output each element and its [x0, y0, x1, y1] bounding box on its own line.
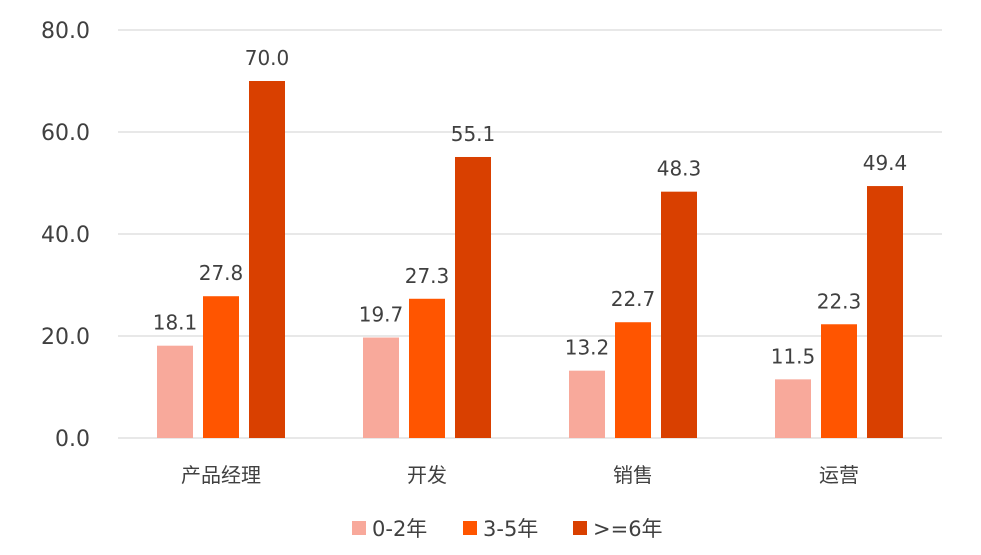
y-tick-label: 60.0 [41, 121, 90, 146]
bars [157, 81, 903, 439]
bar [363, 337, 399, 438]
x-category-label: 产品经理 [181, 463, 261, 487]
bar-data-label: 18.1 [153, 311, 198, 335]
bar-data-label: 22.7 [611, 287, 656, 311]
x-category-label: 销售 [613, 463, 653, 487]
bar-data-label: 70.0 [245, 46, 290, 70]
y-tick-label: 0.0 [55, 427, 90, 452]
bar [821, 324, 857, 438]
bar [661, 191, 697, 438]
bar-data-label: 13.2 [565, 336, 610, 360]
legend-label: 0-2年 [372, 517, 427, 541]
bar [203, 296, 239, 438]
bar-data-label: 11.5 [771, 344, 816, 368]
bar [615, 322, 651, 438]
bar-data-label: 27.3 [405, 264, 450, 288]
y-tick-label: 20.0 [41, 325, 90, 350]
legend-label: 3-5年 [483, 517, 538, 541]
bar-data-label: 27.8 [199, 261, 244, 285]
bar [157, 345, 193, 438]
legend: 0-2年 3-5年 >=6年 [352, 517, 663, 541]
bar [775, 379, 811, 438]
x-axis-categories: 产品经理 开发 销售 运营 [181, 463, 859, 487]
legend-swatch [573, 521, 587, 535]
bar [569, 370, 605, 438]
y-tick-label: 80.0 [41, 19, 90, 44]
bar-data-label: 19.7 [359, 303, 404, 327]
gridlines [118, 29, 942, 439]
legend-label: >=6年 [593, 517, 663, 541]
bar [249, 81, 285, 438]
x-category-label: 运营 [819, 463, 859, 487]
data-labels: 18.1 27.8 70.0 19.727.3 55.1 13.2 22.7 48.3 11.5… [153, 46, 908, 368]
legend-swatch [463, 521, 477, 535]
bar [867, 186, 903, 438]
y-axis-ticks: 0.0 20.0 40.0 60.0 80.0 [41, 19, 90, 452]
y-tick-label: 40.0 [41, 223, 90, 248]
bar-data-label: 49.4 [863, 151, 908, 175]
bar-data-label: 22.3 [817, 289, 862, 313]
bar-data-label: 48.3 [657, 157, 702, 181]
x-category-label: 开发 [407, 463, 447, 487]
bar [409, 298, 445, 438]
bar [455, 156, 491, 439]
bar-data-label: 55.1 [451, 122, 496, 146]
legend-swatch [352, 521, 366, 535]
